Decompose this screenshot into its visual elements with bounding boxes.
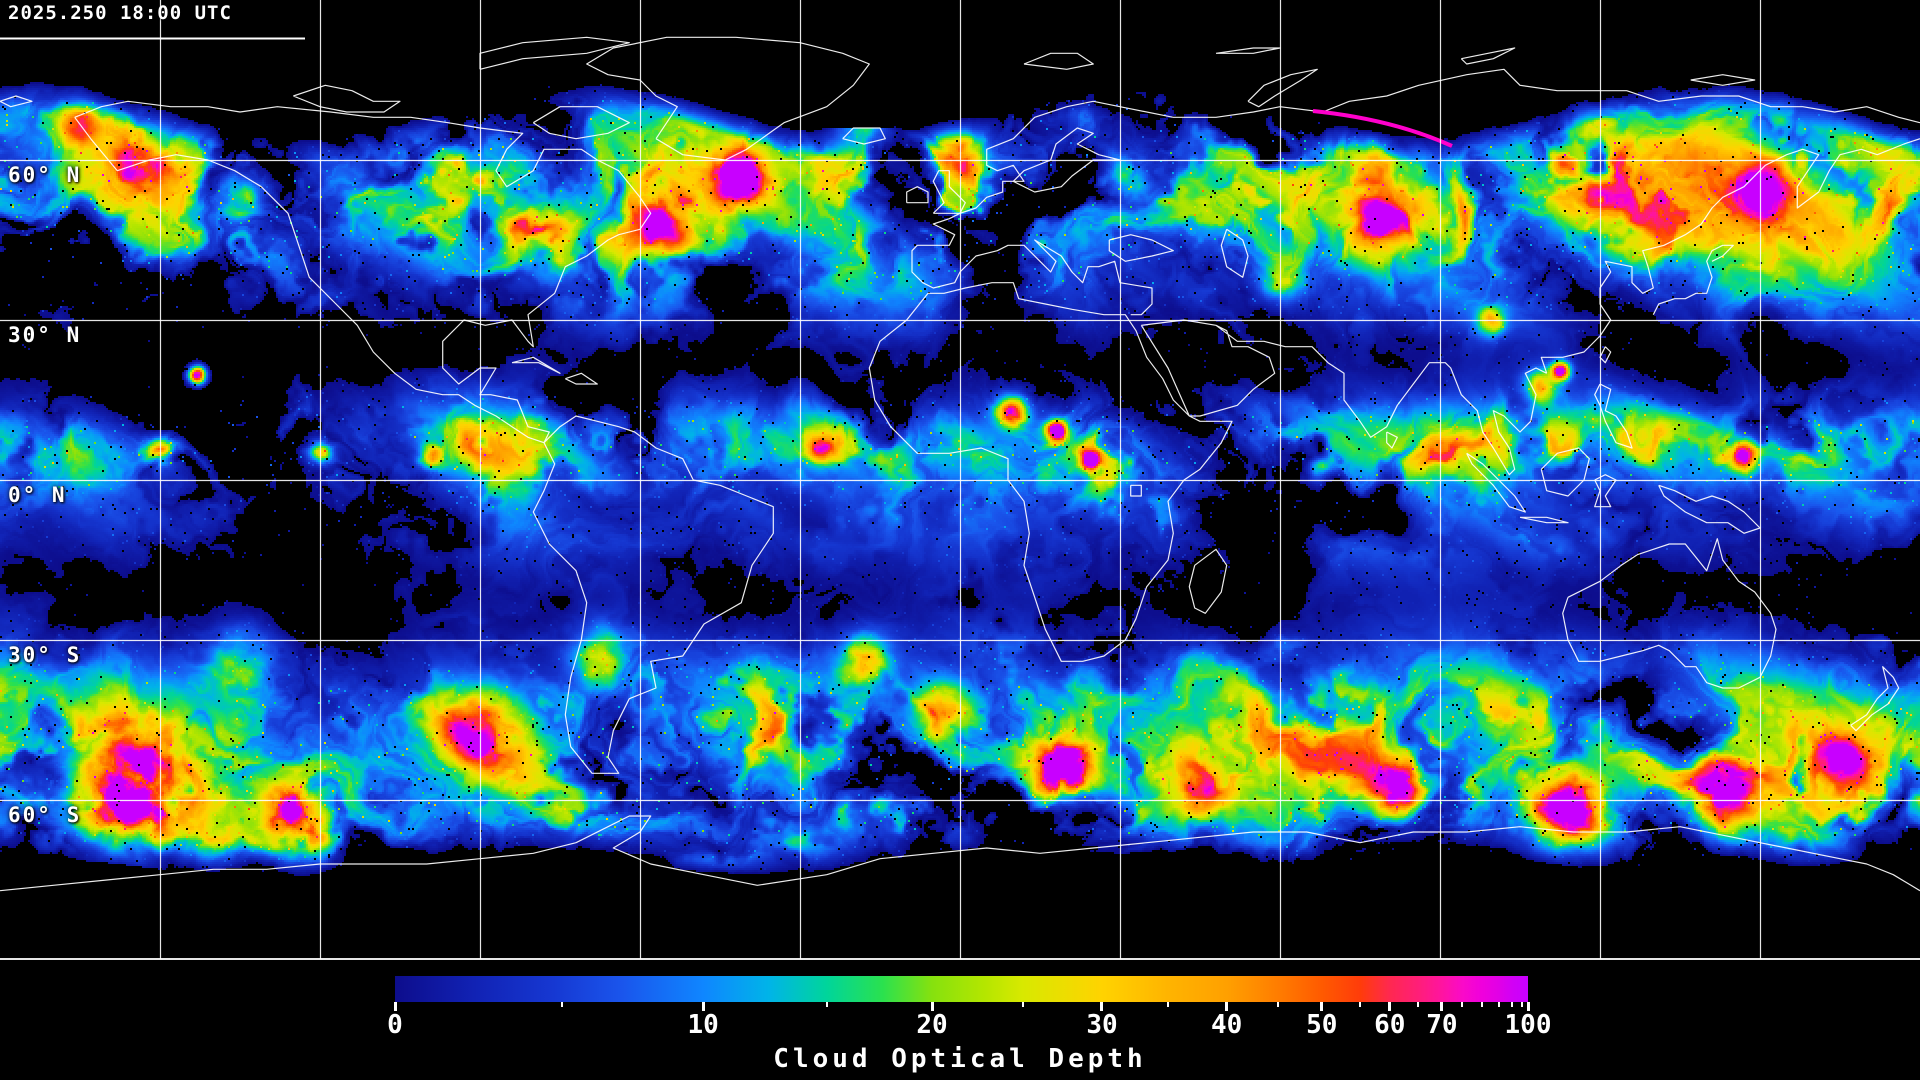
latitude-label: 0° N bbox=[8, 483, 67, 507]
map-overlay bbox=[0, 0, 1920, 960]
latitude-label: 30° S bbox=[8, 643, 82, 667]
colorbar-minor-tick bbox=[825, 1002, 828, 1007]
colorbar-tick-label: 70 bbox=[1426, 1010, 1458, 1040]
colorbar-tick bbox=[1320, 1002, 1324, 1011]
colorbar-minor-tick bbox=[1521, 1002, 1524, 1007]
colorbar-tick bbox=[1100, 1002, 1104, 1011]
colorbar-tick bbox=[1440, 1002, 1444, 1011]
colorbar-tick-label: 50 bbox=[1306, 1010, 1338, 1040]
colorbar-title: Cloud Optical Depth bbox=[773, 1044, 1147, 1074]
colorbar-tick bbox=[701, 1002, 705, 1011]
colorbar-tick bbox=[1526, 1002, 1530, 1011]
latitude-label: 30° N bbox=[8, 323, 82, 347]
colorbar-minor-tick bbox=[1021, 1002, 1024, 1007]
colorbar-minor-tick bbox=[560, 1002, 563, 1007]
colorbar-tick-label: 20 bbox=[916, 1010, 948, 1040]
latitude-label: 60° S bbox=[8, 803, 82, 827]
colorbar-tick-label: 60 bbox=[1374, 1010, 1406, 1040]
colorbar-minor-tick bbox=[1497, 1002, 1500, 1007]
data-artifacts bbox=[0, 37, 1453, 148]
colorbar-minor-tick bbox=[1511, 1002, 1514, 1007]
colorbar-minor-tick bbox=[1480, 1002, 1483, 1007]
colorbar-minor-tick bbox=[1359, 1002, 1362, 1007]
graticule bbox=[0, 0, 1920, 960]
timestamp-label: 2025.250 18:00 UTC bbox=[8, 2, 232, 24]
colorbar-minor-tick bbox=[1166, 1002, 1169, 1007]
colorbar-minor-tick bbox=[1276, 1002, 1279, 1007]
swath-edge-arc bbox=[1312, 109, 1453, 148]
colorbar-tick bbox=[930, 1002, 934, 1011]
colorbar-tick bbox=[393, 1002, 397, 1011]
colorbar-tick bbox=[1225, 1002, 1229, 1011]
colorbar-tick-label: 40 bbox=[1210, 1010, 1243, 1040]
colorbar-minor-tick bbox=[1461, 1002, 1464, 1007]
colorbar-tick-label: 30 bbox=[1086, 1010, 1118, 1040]
latitude-label: 60° N bbox=[8, 163, 82, 187]
colorbar-tick-label: 10 bbox=[687, 1010, 719, 1040]
colorbar-gradient bbox=[395, 976, 1528, 1002]
colorbar-tick bbox=[1388, 1002, 1392, 1011]
colorbar-minor-tick bbox=[1417, 1002, 1420, 1007]
colorbar-tick-label: 100 bbox=[1504, 1010, 1552, 1040]
colorbar-tick-label: 0 bbox=[387, 1010, 403, 1040]
